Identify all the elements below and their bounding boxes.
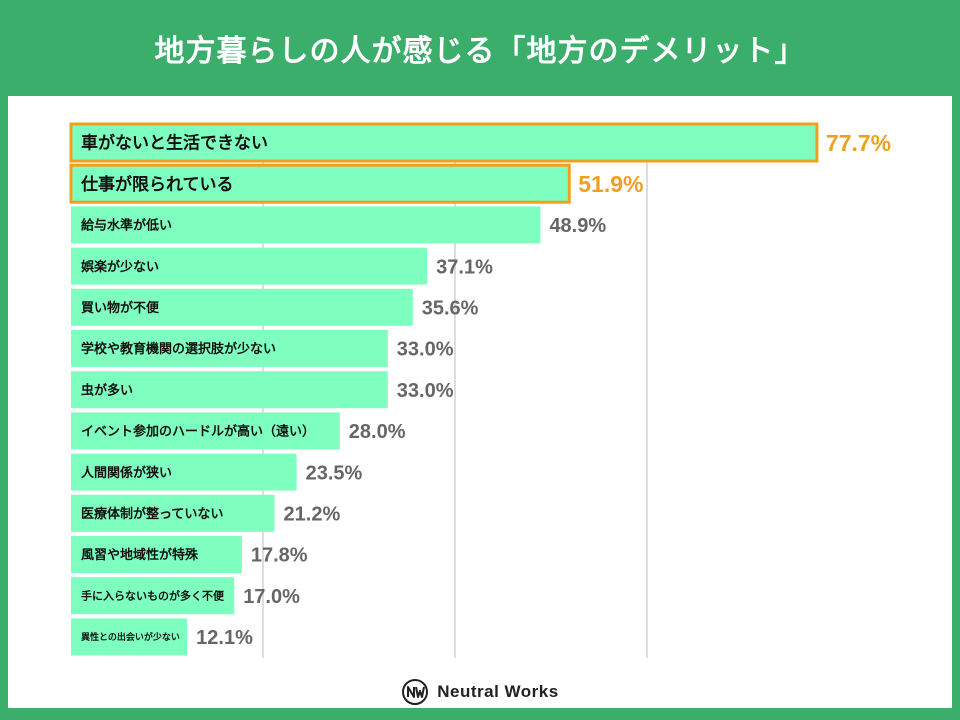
bar-label-9: 医療体制が整っていない <box>81 506 223 522</box>
title-bar: 地方暮らしの人が感じる「地方のデメリット」 <box>0 0 960 96</box>
bar-11 <box>71 577 235 615</box>
bar-label-4: 買い物が不便 <box>81 300 160 316</box>
bar-8 <box>71 453 297 491</box>
bar-2 <box>71 206 541 244</box>
bar-6 <box>71 371 388 409</box>
bar-label-6: 虫が多い <box>81 382 133 398</box>
bar-4 <box>71 288 413 326</box>
bar-7 <box>71 412 340 450</box>
bar-5 <box>71 330 388 367</box>
value-label-11: 17.0% <box>243 586 300 608</box>
bar-1 <box>69 163 571 204</box>
value-label-6: 33.0% <box>397 380 454 402</box>
bar-label-2: 給与水準が低い <box>81 218 172 234</box>
neutral-works-logo-icon <box>402 679 429 705</box>
page-title: 地方暮らしの人が感じる「地方のデメリット」 <box>154 34 806 69</box>
value-label-7: 28.0% <box>349 421 406 443</box>
bar-label-5: 学校や教育機関の選択肢が少ない <box>81 341 276 357</box>
bar-0 <box>69 122 819 163</box>
bar-label-1: 仕事が限られている <box>80 174 234 195</box>
bar-label-0: 車がないと生活できない <box>81 133 268 154</box>
bar-3 <box>71 247 428 285</box>
value-label-9: 21.2% <box>284 504 341 526</box>
value-label-0: 77.7% <box>826 130 891 156</box>
bar-label-3: 娯楽が少ない <box>81 259 159 275</box>
bar-label-10: 風習や地域性が特殊 <box>81 547 199 563</box>
value-label-10: 17.8% <box>251 545 308 567</box>
bar-label-7: イベント参加のハードルが高い（遠い） <box>81 424 315 440</box>
value-label-1: 51.9% <box>578 171 643 197</box>
value-label-2: 48.9% <box>549 215 606 237</box>
bar-label-11: 手に入らないものが多く不便 <box>81 589 225 603</box>
value-label-3: 37.1% <box>436 256 493 278</box>
brand-name: Neutral Works <box>437 682 559 701</box>
bar-12 <box>71 618 188 656</box>
bar-label-12: 異性との出会いが少ない <box>81 631 180 643</box>
value-label-12: 12.1% <box>196 627 253 649</box>
bar-label-8: 人間関係が狭い <box>81 465 172 481</box>
value-label-4: 35.6% <box>422 298 479 320</box>
value-label-8: 23.5% <box>306 462 363 484</box>
bar-9 <box>71 494 275 532</box>
bar-10 <box>71 536 242 573</box>
value-label-5: 33.0% <box>397 339 454 361</box>
footer: Neutral Works <box>0 676 960 708</box>
